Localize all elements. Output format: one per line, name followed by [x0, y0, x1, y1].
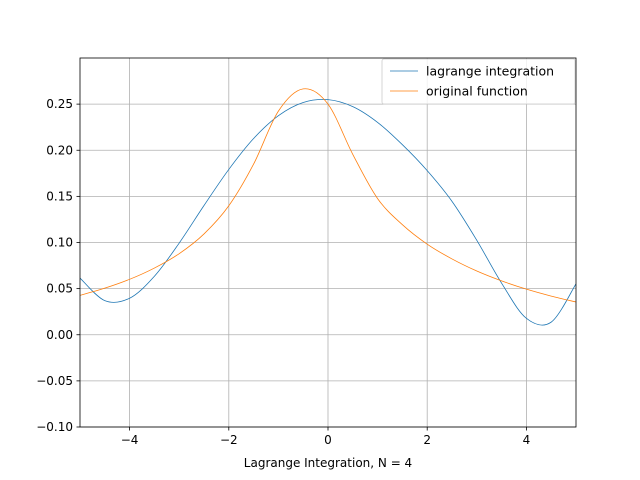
y-tick-label: −0.05 — [36, 374, 73, 388]
y-tick-label: −0.10 — [36, 420, 73, 434]
y-tick-label: 0.20 — [46, 143, 73, 157]
x-tick-label: 2 — [423, 433, 431, 447]
x-axis-label: Lagrange Integration, N = 4 — [244, 456, 412, 470]
x-tick-label: 4 — [523, 433, 531, 447]
y-tick-label: 0.05 — [46, 282, 73, 296]
x-tick-label: −2 — [220, 433, 238, 447]
y-tick-label: 0.10 — [46, 236, 73, 250]
legend-box — [381, 58, 576, 105]
y-tick-label: 0.25 — [46, 97, 73, 111]
legend-label: original function — [426, 84, 528, 99]
legend: lagrange integration original function — [381, 58, 576, 105]
y-axis-ticks: −0.10 −0.05 0.00 0.05 0.10 0.15 0.20 0.25 — [36, 97, 80, 434]
y-tick-label: 0.15 — [46, 189, 73, 203]
x-axis-ticks: −4 −2 0 2 4 — [121, 427, 530, 447]
x-tick-label: −4 — [121, 433, 139, 447]
series-line-original-function — [80, 88, 576, 303]
series-line-lagrange-integration — [80, 98, 576, 326]
legend-label: lagrange integration — [426, 64, 554, 79]
series-layer — [80, 88, 576, 326]
x-tick-label: 0 — [324, 433, 332, 447]
y-tick-label: 0.00 — [46, 328, 73, 342]
